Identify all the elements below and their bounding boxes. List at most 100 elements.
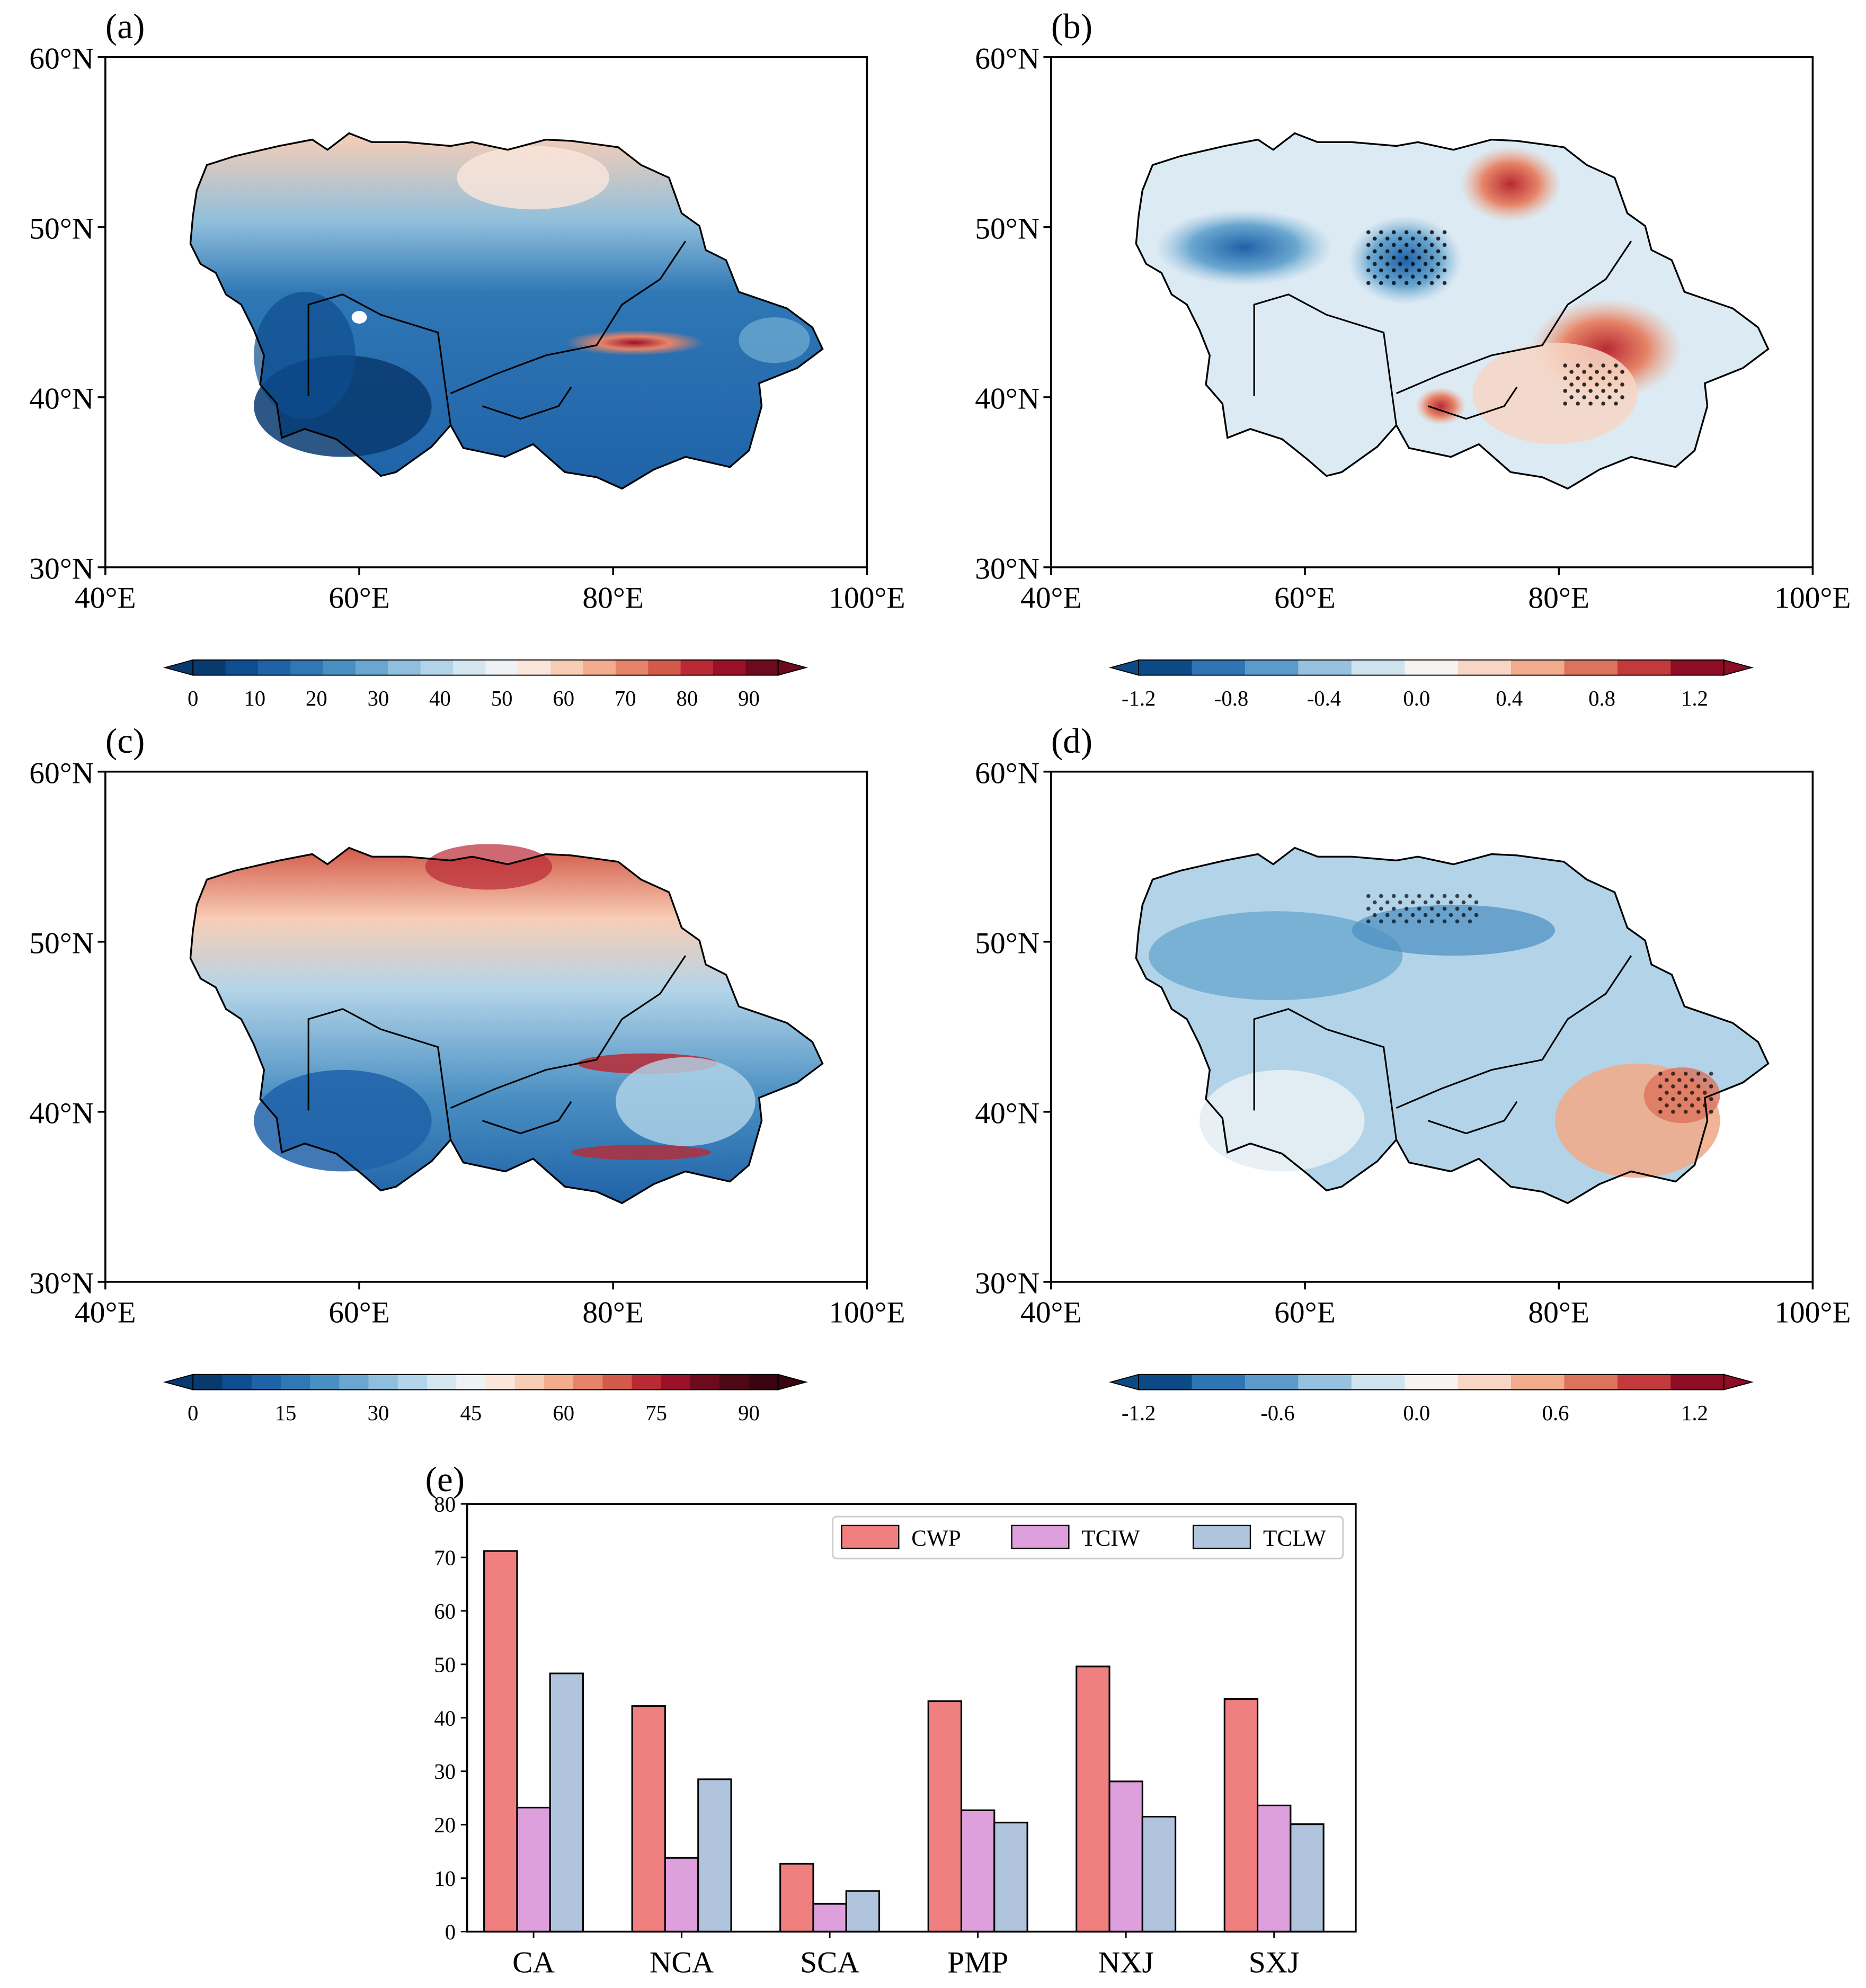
y-tick-label: 20 (434, 1813, 456, 1837)
lon-tick-label: 40°E (75, 582, 136, 615)
lat-tick-label: 40°N (29, 1096, 94, 1130)
border-uzbekistan (307, 293, 452, 425)
colorbar-swatch (1298, 1374, 1352, 1390)
colorbar-swatch (1245, 1374, 1299, 1390)
y-tick-label: 10 (434, 1867, 456, 1891)
lon-tick-label: 60°E (328, 1296, 390, 1330)
border-kazakh-south (450, 955, 687, 1109)
colorbar-swatch (485, 659, 519, 675)
stipple-2 (1561, 361, 1625, 406)
colorbar-frame (192, 659, 779, 676)
colorbar-d: -1.2 -0.6 0.0 0.6 1.2 (1108, 1374, 1754, 1425)
colorbar-tick-label: 0 (188, 1401, 198, 1425)
x-tick-label: CA (512, 1946, 555, 1979)
y-tick-label: 50 (434, 1653, 456, 1677)
y-tick-label: 80 (434, 1493, 456, 1517)
y-tick-label: 70 (434, 1546, 456, 1570)
panel-label-e: (e) (425, 1459, 465, 1499)
colorbar-tick-label: 75 (645, 1401, 667, 1425)
bar-tclw-sca (845, 1890, 881, 1933)
bar-tclw-pmp (993, 1822, 1028, 1933)
border-kazakh-south (1396, 240, 1632, 395)
colorbar-swatch (602, 1374, 633, 1390)
bar-cwp-ca (483, 1550, 518, 1933)
field-tarim (616, 1057, 756, 1146)
lat-tick-label: 30°N (29, 552, 94, 586)
map-panel-b: (b) 60°N 50°N 40°N 30°N40°E 60°E 80°E 100°E -1.2… (975, 6, 1851, 710)
lon-tick-label: 80°E (1528, 1296, 1589, 1330)
border-uzbekistan (1253, 293, 1398, 425)
colorbar-swatch (426, 1374, 457, 1390)
field-east (739, 317, 810, 363)
colorbar-tick-label: 70 (615, 687, 636, 710)
colorbar-extend-low (163, 1374, 194, 1390)
colorbar-tick-label: 80 (677, 687, 698, 710)
x-tick-label: NCA (650, 1946, 714, 1979)
colorbar-swatch (1458, 1374, 1512, 1390)
bar-tciw-sca (812, 1903, 847, 1933)
lat-tick-label: 40°N (975, 382, 1039, 415)
colorbar-tick-label: 0.8 (1588, 687, 1615, 710)
colorbar-swatch (1670, 659, 1725, 675)
lon-tick-label: 100°E (829, 1296, 905, 1330)
lon-tick-label: 40°E (1020, 582, 1082, 615)
legend: CWP TCIW TCLW (832, 1515, 1344, 1559)
legend-swatch-cwp (841, 1525, 900, 1549)
lon-tick-label: 40°E (1020, 1296, 1082, 1330)
y-tick-label: 60 (434, 1599, 456, 1623)
colorbar-swatch (550, 659, 584, 675)
lat-tick-label: 50°N (975, 926, 1039, 960)
field-neutral-s (1199, 1069, 1365, 1172)
colorbar-extend-high (777, 659, 808, 676)
colorbar-swatch (1405, 1374, 1459, 1390)
colorbar-swatch (1511, 659, 1565, 675)
x-tick-label: SXJ (1249, 1946, 1300, 1979)
colorbar-swatch (615, 659, 649, 675)
colorbar-frame (1138, 1374, 1725, 1390)
colorbar-swatch (1405, 659, 1459, 675)
field-kunlun (571, 1145, 711, 1160)
stipple-1 (1364, 228, 1447, 286)
stipple-2 (1656, 1069, 1714, 1115)
colorbar-swatch (1139, 659, 1193, 675)
stipple-1 (1364, 892, 1479, 924)
bar-tclw-sxj (1290, 1823, 1325, 1933)
colorbar-swatch (1564, 659, 1619, 675)
border-tajik (1427, 1101, 1518, 1135)
colorbar-tick-label: -1.2 (1122, 687, 1156, 710)
lon-tick-label: 80°E (582, 582, 644, 615)
border-tajik (1427, 386, 1518, 420)
legend-label-tciw: TCIW (1081, 1526, 1140, 1551)
lon-tick-label: 60°E (328, 582, 390, 615)
colorbar-tick-label: 40 (429, 687, 451, 710)
colorbar-c: 0 15 30 45 60 75 90 (163, 1374, 808, 1425)
lat-tick-label: 30°N (29, 1267, 94, 1300)
colorbar-tick-label: 60 (553, 1401, 574, 1425)
map-fields (1135, 846, 1770, 1205)
bar-tclw-nxj (1141, 1816, 1177, 1933)
colorbar-swatch (310, 1374, 340, 1390)
colorbar-tick-label: -0.6 (1260, 1401, 1294, 1425)
colorbar-swatch (1351, 1374, 1406, 1390)
colorbar-tick-label: 30 (368, 1401, 389, 1425)
lat-tick-label: 60°N (975, 756, 1039, 790)
lon-tick-label: 60°E (1274, 582, 1336, 615)
colorbar-tick-label: 30 (368, 687, 389, 710)
colorbar-swatch (225, 659, 259, 675)
field-pos-n (1460, 146, 1561, 222)
colorbar-swatch (280, 1374, 311, 1390)
lat-tick-label: 60°N (29, 42, 94, 75)
colorbar-swatch (1564, 1374, 1619, 1390)
colorbar-swatch (583, 659, 617, 675)
colorbar-tick-label: 0.6 (1542, 1401, 1569, 1425)
colorbar-swatch (680, 659, 714, 675)
colorbar-swatch (397, 1374, 428, 1390)
lon-tick-label: 80°E (582, 1296, 644, 1330)
bar-chart: (e) 0 10 20 30 40 50 60 70 80 CA NCA SCA PMP NXJ SXJ CWP… (425, 1459, 1357, 1979)
border-uzbekistan (1253, 1008, 1398, 1140)
x-tick-label: SCA (800, 1946, 859, 1979)
colorbar-tick-label: 1.2 (1681, 1401, 1708, 1425)
field-pos-pamir (1415, 387, 1467, 425)
figure-root: (a)60°N50°N40°N30°N40°E 60°E 80°E 100°E0 10 2… (29, 6, 1851, 1979)
